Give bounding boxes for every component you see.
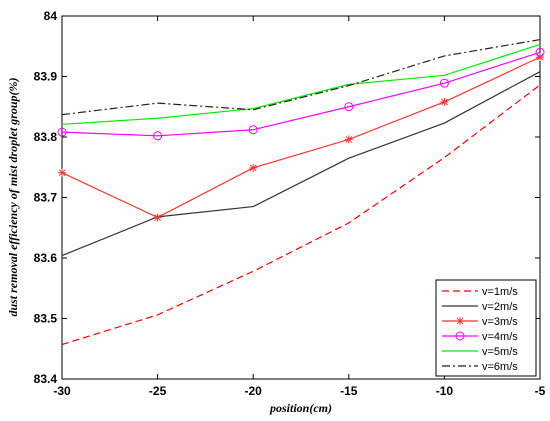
legend-entry: v=6m/s: [442, 361, 518, 373]
legend-entry: v=1m/s: [442, 286, 518, 298]
data-point: [344, 135, 353, 144]
series-5: [61, 43, 541, 125]
series-3: [58, 53, 544, 222]
series-line: [61, 56, 541, 219]
y-tick-label: 83.7: [34, 191, 58, 205]
legend-marker: [455, 331, 465, 341]
legend-box: [435, 279, 537, 377]
series-line: [61, 84, 541, 346]
y-tick-label: 83.4: [34, 372, 58, 386]
x-tick-label: -15: [340, 384, 358, 398]
x-axis-title: position(cm): [269, 401, 332, 415]
series-4: [57, 47, 545, 141]
legend-entry: v=5m/s: [442, 346, 518, 358]
series-line: [61, 51, 541, 137]
series-line: [61, 43, 541, 125]
legend-label: v=6m/s: [482, 361, 518, 373]
series-line: [61, 39, 541, 116]
legend-entry: v=4m/s: [442, 331, 518, 343]
x-tick-label: -20: [245, 384, 263, 398]
legend-label: v=4m/s: [482, 331, 518, 343]
data-point: [535, 47, 545, 57]
x-tick-label: -10: [436, 384, 454, 398]
legend-label: v=2m/s: [482, 301, 518, 313]
data-point: [153, 213, 162, 222]
x-tick-label: -5: [535, 384, 546, 398]
y-tick-label: 83.8: [34, 130, 58, 144]
series-layer: [57, 39, 545, 346]
data-point: [249, 163, 258, 172]
data-point: [57, 127, 67, 137]
series-6: [61, 39, 541, 116]
data-point: [153, 131, 163, 141]
legend-label: v=1m/s: [482, 286, 518, 298]
legend-label: v=5m/s: [482, 346, 518, 358]
data-point: [439, 78, 449, 88]
data-point: [344, 102, 354, 112]
data-point: [248, 125, 258, 135]
y-tick-label: 84: [44, 9, 58, 23]
y-tick-label: 83.9: [34, 70, 58, 84]
legend-label: v=3m/s: [482, 316, 518, 328]
data-point: [58, 168, 66, 177]
data-point: [536, 53, 544, 62]
series-1: [61, 84, 541, 346]
y-axis-title: dust removal efficiency of mist droplet …: [6, 77, 20, 316]
y-tick-label: 83.5: [34, 312, 58, 326]
series-2: [61, 71, 541, 257]
x-tick-label: -25: [149, 384, 167, 398]
axis-ticks: -30 -25 -20 -15 -10 -5 83.4 83.5 83.6 83.7 83.8 83.…: [34, 9, 546, 398]
x-tick-label: -30: [53, 384, 71, 398]
legend: v=1m/s v=2m/s v=3m/s v=4m/s v=5m/s v=6m/s: [435, 279, 537, 377]
series-line: [61, 71, 541, 257]
y-tick-label: 83.6: [34, 251, 58, 265]
legend-entry: v=2m/s: [442, 301, 518, 313]
legend-marker: [456, 317, 464, 325]
data-point: [440, 97, 449, 106]
legend-entry: v=3m/s: [442, 316, 518, 328]
